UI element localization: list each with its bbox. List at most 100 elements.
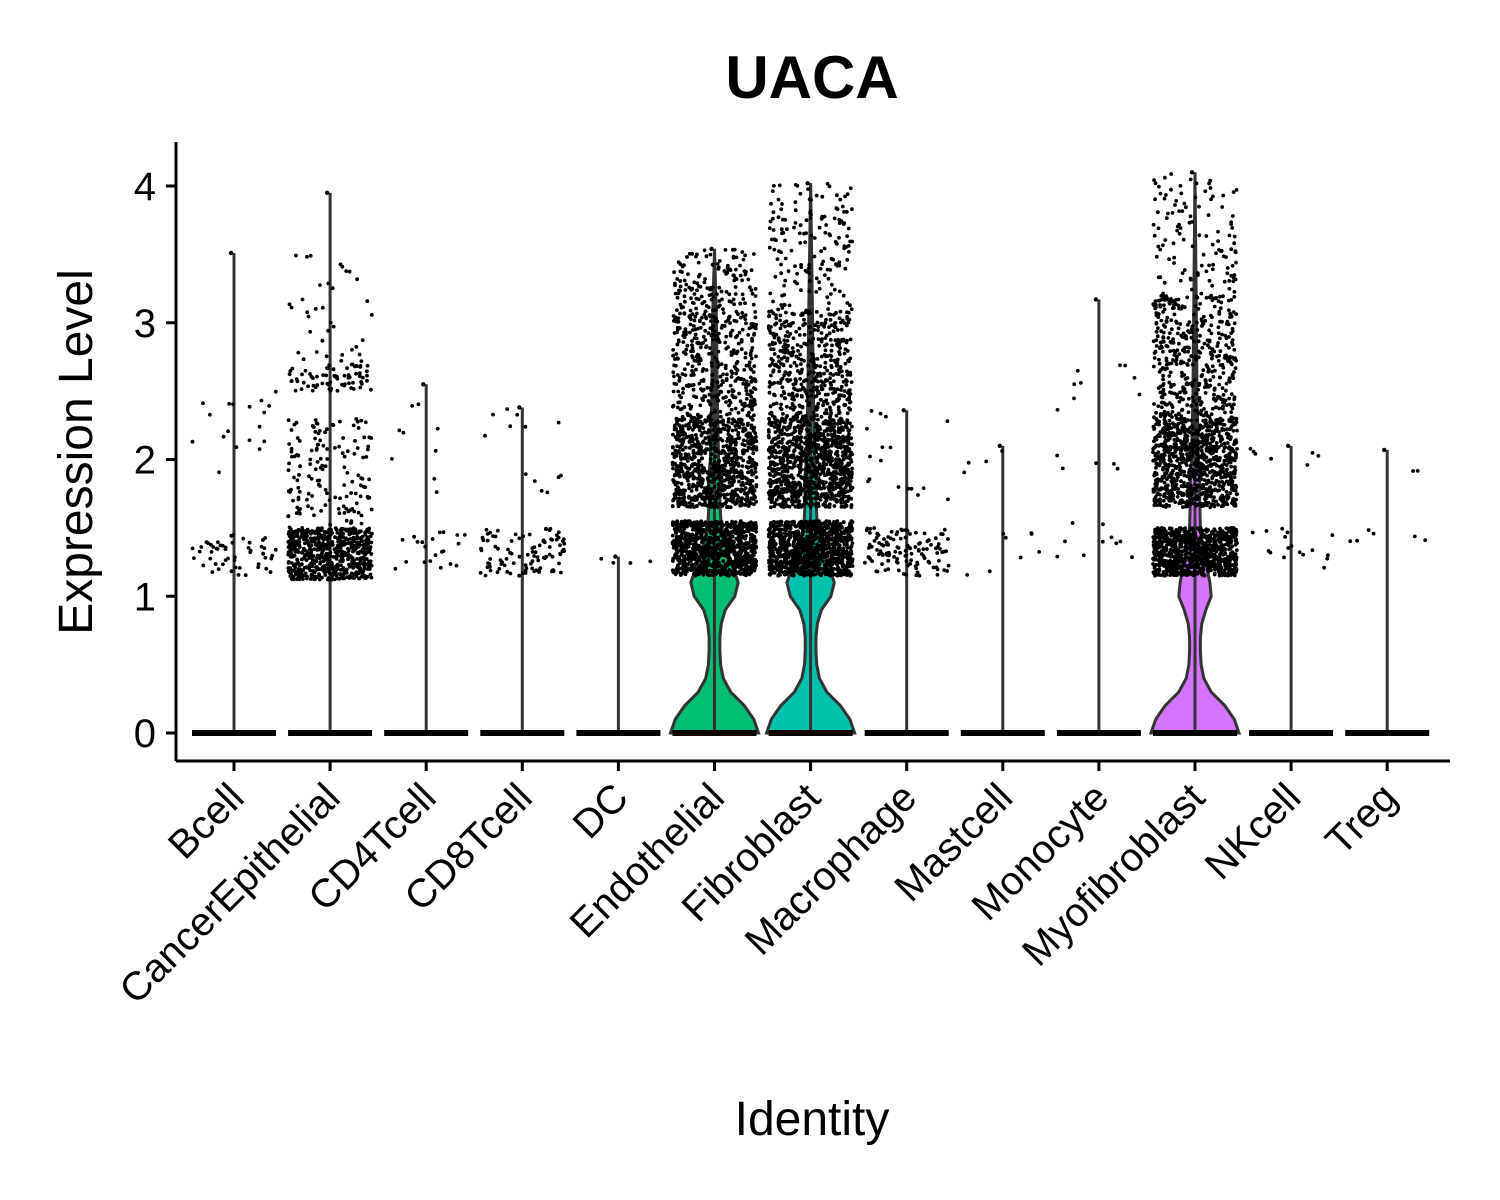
- data-point: [817, 562, 822, 567]
- data-point: [717, 429, 722, 433]
- data-point: [676, 556, 681, 561]
- data-point: [733, 267, 738, 272]
- data-point: [365, 527, 370, 532]
- data-point: [190, 439, 195, 444]
- data-point: [742, 269, 747, 273]
- data-point: [796, 504, 800, 508]
- data-point: [323, 487, 328, 492]
- data-point: [824, 492, 829, 496]
- data-point: [749, 520, 753, 525]
- data-point: [677, 375, 682, 380]
- data-point: [338, 568, 343, 572]
- data-point: [433, 448, 438, 453]
- data-point: [287, 302, 292, 307]
- data-point: [335, 552, 339, 557]
- data-point: [690, 428, 695, 432]
- data-point: [493, 544, 498, 549]
- data-point: [802, 475, 807, 480]
- data-point: [337, 444, 341, 449]
- max-point: [613, 554, 618, 559]
- data-point: [714, 545, 719, 550]
- data-point: [678, 439, 682, 443]
- data-point: [695, 504, 699, 509]
- data-point: [362, 566, 367, 571]
- data-point: [208, 412, 212, 417]
- data-point: [753, 387, 758, 392]
- data-point: [769, 570, 773, 575]
- data-point: [709, 360, 714, 365]
- data-point: [326, 576, 331, 580]
- data-point: [767, 466, 771, 470]
- data-point: [740, 496, 744, 500]
- data-point: [256, 565, 261, 570]
- data-point: [297, 540, 302, 544]
- data-point: [345, 449, 350, 454]
- data-point: [698, 284, 703, 289]
- data-point: [711, 428, 716, 432]
- data-point: [806, 545, 810, 550]
- data-point: [286, 514, 291, 519]
- data-point: [753, 287, 758, 291]
- data-point: [305, 254, 309, 259]
- data-point: [247, 540, 252, 545]
- data-point: [335, 376, 340, 381]
- data-point: [715, 396, 720, 401]
- data-point: [696, 464, 701, 469]
- data-point: [365, 363, 370, 368]
- data-point: [827, 562, 832, 567]
- data-point: [340, 554, 345, 559]
- data-point: [295, 436, 300, 440]
- data-point: [743, 355, 748, 360]
- data-point: [752, 545, 757, 550]
- data-point: [849, 487, 854, 491]
- data-point: [719, 289, 724, 294]
- data-point: [722, 495, 727, 500]
- data-point: [488, 568, 493, 573]
- data-point: [699, 414, 703, 419]
- data-point: [693, 327, 698, 332]
- data-point: [708, 326, 713, 331]
- data-point: [273, 547, 278, 552]
- data-point: [339, 563, 343, 568]
- data-point: [842, 480, 847, 485]
- data-point: [827, 519, 832, 524]
- data-point: [701, 426, 706, 430]
- data-point: [340, 353, 345, 357]
- data-point: [678, 326, 682, 330]
- data-point: [310, 556, 314, 561]
- data-point: [684, 347, 689, 352]
- data-point: [331, 571, 336, 576]
- data-point: [369, 387, 373, 392]
- data-point: [831, 547, 836, 552]
- data-point: [298, 511, 302, 516]
- data-point: [712, 460, 717, 465]
- data-point: [325, 491, 329, 496]
- data-point: [550, 538, 554, 542]
- data-point: [724, 400, 728, 404]
- data-point: [830, 542, 835, 547]
- data-point: [338, 419, 342, 424]
- data-point: [730, 541, 735, 546]
- data-point: [743, 253, 747, 258]
- data-point: [530, 559, 535, 564]
- data-point: [331, 423, 336, 427]
- data-point: [687, 555, 691, 560]
- data-point: [496, 528, 500, 533]
- data-point: [700, 540, 704, 545]
- data-point: [721, 372, 725, 377]
- data-point: [720, 486, 724, 491]
- data-point: [730, 371, 735, 376]
- data-point: [739, 566, 743, 571]
- data-point: [676, 316, 681, 320]
- data-point: [363, 532, 368, 537]
- data-point: [352, 575, 357, 580]
- data-point: [749, 268, 754, 273]
- data-point: [728, 321, 732, 325]
- data-point: [599, 556, 604, 561]
- data-point: [767, 533, 772, 538]
- data-point: [364, 455, 369, 459]
- data-point: [833, 520, 838, 525]
- data-point: [776, 573, 781, 578]
- data-point: [692, 336, 697, 340]
- data-point: [234, 445, 239, 449]
